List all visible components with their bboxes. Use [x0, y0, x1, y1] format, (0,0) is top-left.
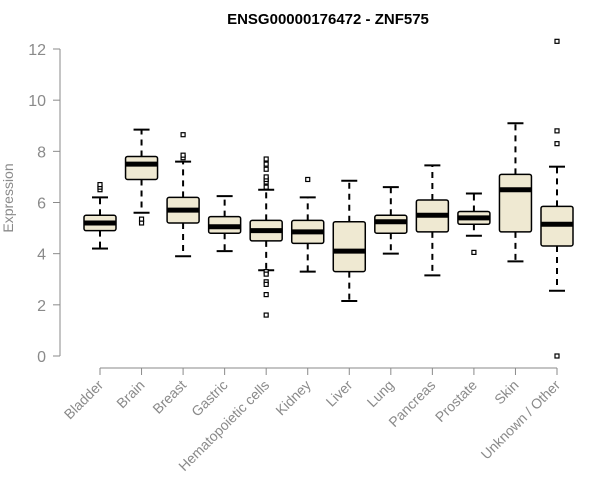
- box-group: [332, 179, 367, 302]
- box-group: [83, 181, 117, 250]
- box-group: [166, 132, 200, 258]
- box: [498, 173, 533, 233]
- outlier-point: [263, 281, 269, 287]
- outlier-point: [263, 166, 269, 172]
- box: [374, 214, 408, 234]
- y-tick-label: 4: [37, 247, 46, 264]
- x-tick-label: Brain: [113, 377, 147, 411]
- y-tick-label: 10: [28, 93, 46, 110]
- y-tick-label: 8: [37, 144, 46, 161]
- outlier-point: [263, 174, 269, 180]
- y-tick-label: 0: [37, 349, 46, 366]
- box-group: [249, 156, 283, 318]
- outlier-point: [180, 132, 186, 138]
- box-series: [83, 38, 574, 359]
- outlier-point: [263, 271, 269, 277]
- box-group: [415, 164, 450, 277]
- x-tick-label: Breast: [149, 377, 189, 417]
- chart-title: ENSG00000176472 - ZNF575: [227, 11, 429, 28]
- outlier-point: [471, 249, 477, 255]
- box: [124, 155, 159, 181]
- outlier-point: [554, 38, 560, 44]
- outlier-point: [263, 156, 269, 162]
- outlier-point: [554, 128, 560, 134]
- y-axis-title: Expression: [0, 163, 16, 232]
- x-tick-label: Skin: [491, 377, 522, 408]
- y-tick-label: 2: [37, 298, 46, 315]
- box-group: [498, 122, 533, 263]
- box-group: [457, 192, 491, 255]
- outlier-point: [263, 184, 269, 190]
- x-tick-label: Liver: [323, 377, 356, 410]
- outlier-point: [180, 152, 186, 158]
- box-group: [540, 38, 574, 359]
- outlier-point: [97, 181, 103, 188]
- box-group: [290, 176, 325, 273]
- x-tick-label: Lung: [364, 377, 397, 410]
- x-tick-label: Bladder: [61, 377, 107, 423]
- outlier-point: [263, 161, 269, 167]
- outlier-point: [554, 141, 560, 147]
- box-group: [374, 186, 408, 255]
- x-tick-label: Unknown / Other: [478, 377, 564, 463]
- outlier-point: [554, 353, 560, 359]
- outlier-point: [305, 176, 311, 183]
- outlier-point: [263, 312, 269, 318]
- outlier-point: [138, 216, 145, 222]
- outlier-point: [263, 292, 269, 298]
- x-tick-label: Prostate: [432, 377, 480, 425]
- box: [332, 220, 367, 273]
- box-group: [124, 128, 159, 226]
- y-tick-label: 6: [37, 196, 46, 213]
- box-group: [207, 195, 242, 253]
- y-axis: 0 2 4 6 8 10 12: [28, 42, 61, 366]
- y-tick-label: 12: [28, 42, 46, 59]
- x-tick-label: Kidney: [272, 377, 314, 419]
